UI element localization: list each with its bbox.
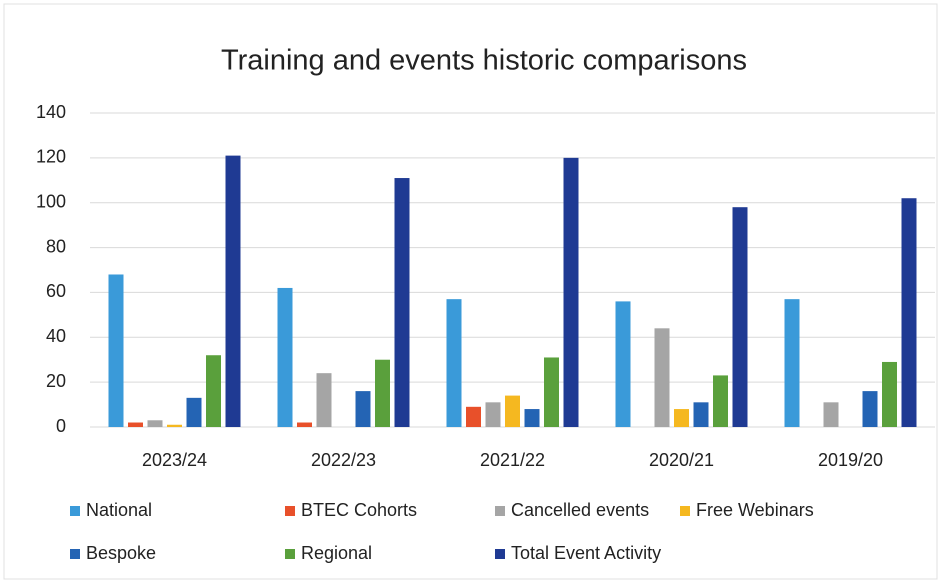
- y-tick-label: 60: [46, 281, 66, 301]
- legend-swatch: [285, 506, 295, 516]
- legend-label: Total Event Activity: [511, 543, 661, 563]
- x-tick-label: 2022/23: [311, 450, 376, 470]
- bar: [732, 207, 748, 427]
- legend-label: Regional: [301, 543, 372, 563]
- y-tick-label: 80: [46, 236, 66, 256]
- bar: [485, 402, 501, 427]
- legend-swatch: [495, 549, 505, 559]
- bar: [524, 409, 540, 427]
- y-tick-label: 0: [56, 416, 66, 436]
- bar: [316, 373, 332, 427]
- bar: [882, 361, 897, 427]
- bar: [108, 274, 124, 427]
- x-tick-label: 2020/21: [649, 450, 714, 470]
- x-tick-label: 2021/22: [480, 450, 545, 470]
- legend-label: National: [86, 500, 152, 520]
- legend-label: Cancelled events: [511, 500, 649, 520]
- bar: [823, 402, 839, 427]
- legend-label: Free Webinars: [696, 500, 814, 520]
- chart-frame: [3, 3, 938, 580]
- legend-swatch: [495, 506, 505, 516]
- bar: [355, 391, 371, 427]
- bar: [167, 424, 182, 427]
- bar: [206, 355, 221, 427]
- bar: [713, 375, 728, 427]
- bar: [128, 422, 143, 427]
- bar: [544, 357, 559, 427]
- bar: [615, 301, 631, 427]
- bar: [147, 420, 163, 427]
- bar: [297, 422, 312, 427]
- bar: [225, 155, 241, 427]
- bar: [784, 299, 800, 427]
- bar: [466, 406, 481, 427]
- y-tick-label: 100: [36, 191, 66, 211]
- legend-swatch: [70, 506, 80, 516]
- bar: [563, 157, 579, 427]
- legend-swatch: [285, 549, 295, 559]
- bar: [654, 328, 670, 427]
- y-tick-label: 140: [36, 102, 66, 122]
- y-tick-label: 40: [46, 326, 66, 346]
- y-tick-label: 20: [46, 371, 66, 391]
- legend-label: Bespoke: [86, 543, 156, 563]
- x-tick-label: 2019/20: [818, 450, 883, 470]
- bar: [674, 409, 689, 427]
- bar: [446, 299, 462, 427]
- legend-label: BTEC Cohorts: [301, 500, 417, 520]
- bar: [186, 397, 202, 427]
- legend-swatch: [680, 506, 690, 516]
- y-tick-label: 120: [36, 147, 66, 167]
- bar: [505, 395, 520, 427]
- legend-swatch: [70, 549, 80, 559]
- bar: [277, 287, 293, 427]
- bar: [375, 359, 390, 427]
- chart-title: Training and events historic comparisons: [221, 45, 747, 77]
- bar: [693, 402, 709, 427]
- bar: [862, 391, 878, 427]
- bar: [901, 198, 917, 427]
- x-tick-label: 2023/24: [142, 450, 207, 470]
- bar: [394, 178, 410, 427]
